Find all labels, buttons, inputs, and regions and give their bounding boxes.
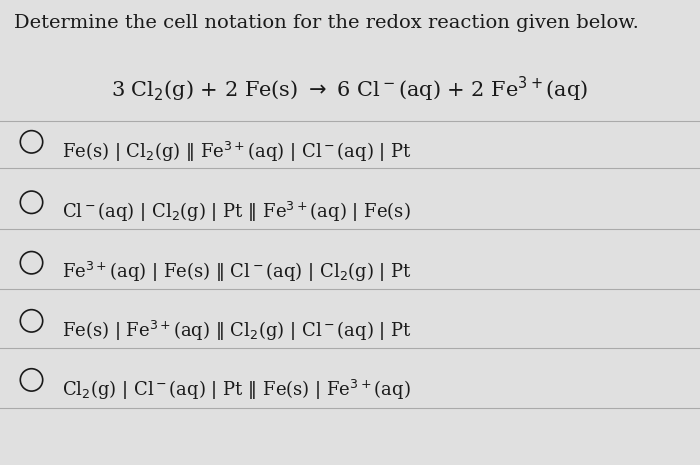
Text: Determine the cell notation for the redox reaction given below.: Determine the cell notation for the redo… [14,14,639,32]
Text: Cl$^-$(aq) $\vert$ Cl$_2$(g) $\vert$ Pt $\Vert$ Fe$^{3+}$(aq) $\vert$ Fe(s): Cl$^-$(aq) $\vert$ Cl$_2$(g) $\vert$ Pt … [62,200,410,224]
Text: 3 Cl$_2$(g) + 2 Fe(s) $\rightarrow$ 6 Cl$^-$(aq) + 2 Fe$^{3+}$(aq): 3 Cl$_2$(g) + 2 Fe(s) $\rightarrow$ 6 Cl… [111,74,589,104]
Text: Cl$_2$(g) $\vert$ Cl$^-$(aq) $\vert$ Pt $\Vert$ Fe(s) $\vert$ Fe$^{3+}$(aq): Cl$_2$(g) $\vert$ Cl$^-$(aq) $\vert$ Pt … [62,378,410,402]
Text: Fe$^{3+}$(aq) $\vert$ Fe(s) $\Vert$ Cl$^-$(aq) $\vert$ Cl$_2$(g) $\vert$ Pt: Fe$^{3+}$(aq) $\vert$ Fe(s) $\Vert$ Cl$^… [62,260,412,285]
Text: Fe(s) $\vert$ Cl$_2$(g) $\Vert$ Fe$^{3+}$(aq) $\vert$ Cl$^-$(aq) $\vert$ Pt: Fe(s) $\vert$ Cl$_2$(g) $\Vert$ Fe$^{3+}… [62,140,412,164]
Text: Fe(s) $\vert$ Fe$^{3+}$(aq) $\Vert$ Cl$_2$(g) $\vert$ Cl$^-$(aq) $\vert$ Pt: Fe(s) $\vert$ Fe$^{3+}$(aq) $\Vert$ Cl$_… [62,319,412,343]
